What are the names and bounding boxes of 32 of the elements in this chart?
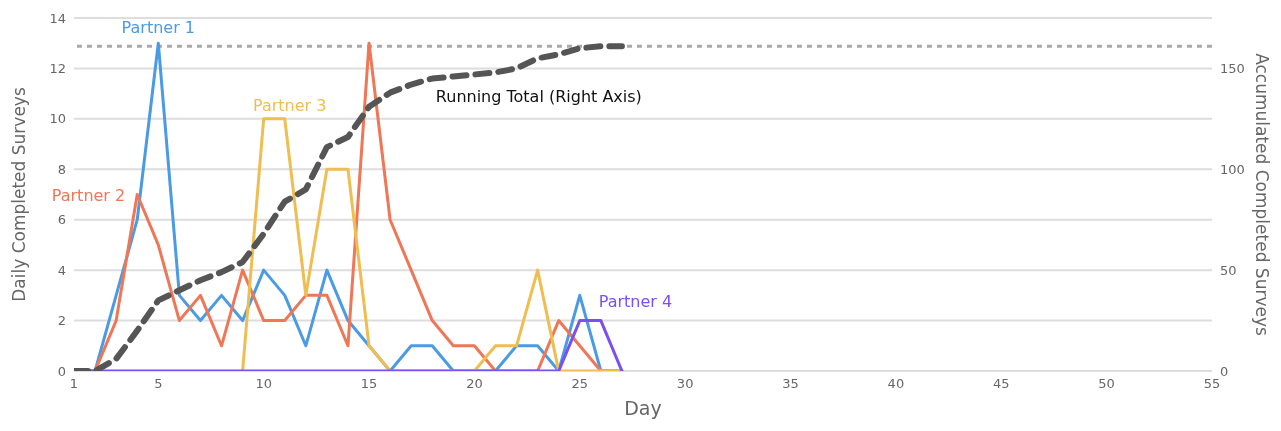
x-tick-label: 30	[676, 376, 694, 392]
y2-tick-label: 150	[1220, 61, 1245, 77]
y-tick-label: 12	[49, 61, 66, 77]
y2-tick-label: 50	[1220, 262, 1237, 278]
x-tick-label: 1	[69, 376, 79, 392]
x-tick-label: 35	[782, 376, 799, 392]
x-tick-label: 55	[1203, 376, 1221, 392]
series-label: Running Total (Right Axis)	[435, 87, 642, 107]
x-tick-label: 50	[1098, 376, 1115, 392]
x-tick-label: 15	[360, 376, 378, 392]
x-tick-label: 40	[887, 376, 905, 392]
y-tick-label: 6	[57, 212, 66, 228]
x-tick-label: 10	[255, 376, 272, 392]
series-label: Partner 1	[121, 18, 196, 38]
x-tick-label: 45	[992, 376, 1010, 392]
y-tick-label: 4	[57, 262, 66, 278]
y-axis-title: Daily Completed Surveys	[9, 87, 29, 302]
series-label: Partner 3	[252, 95, 327, 115]
series-label: Partner 4	[598, 291, 673, 311]
y2-tick-label: 0	[1220, 363, 1229, 379]
y2-axis-title: Accumulated Completed Surveys	[1252, 53, 1272, 336]
y-tick-label: 8	[57, 161, 66, 177]
x-tick-label: 5	[154, 376, 163, 392]
y2-tick-label: 100	[1220, 161, 1245, 177]
series-label: Partner 2	[51, 185, 126, 205]
y-tick-label: 10	[49, 111, 66, 127]
y-tick-label: 14	[49, 10, 66, 26]
y-tick-label: 2	[57, 313, 66, 329]
x-tick-label: 20	[466, 376, 483, 392]
y-tick-label: 0	[57, 363, 66, 379]
x-axis-title: Day	[624, 397, 662, 419]
x-tick-label: 25	[571, 376, 589, 392]
